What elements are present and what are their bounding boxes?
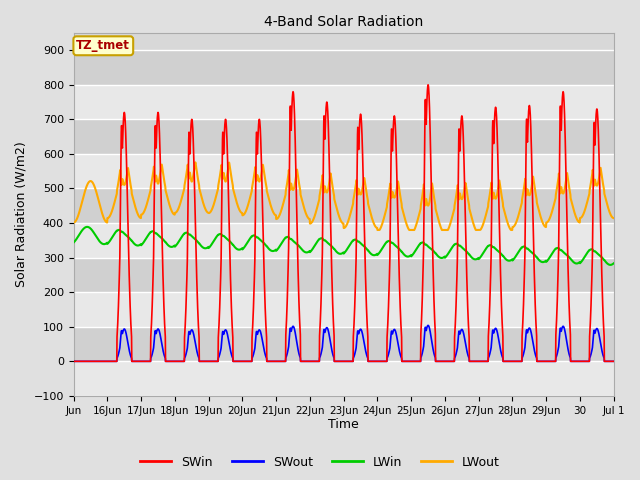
Bar <box>74 120 614 154</box>
Bar <box>74 50 614 85</box>
Title: 4-Band Solar Radiation: 4-Band Solar Radiation <box>264 15 423 29</box>
Bar <box>74 223 614 258</box>
Bar <box>74 189 614 223</box>
Bar <box>74 361 614 396</box>
Bar <box>74 327 614 361</box>
Bar <box>74 258 614 292</box>
X-axis label: Time: Time <box>328 419 359 432</box>
Bar <box>74 85 614 120</box>
Text: TZ_tmet: TZ_tmet <box>76 39 130 52</box>
Legend: SWin, SWout, LWin, LWout: SWin, SWout, LWin, LWout <box>135 451 505 474</box>
Y-axis label: Solar Radiation (W/m2): Solar Radiation (W/m2) <box>15 142 28 288</box>
Bar <box>74 154 614 189</box>
Bar <box>74 292 614 327</box>
